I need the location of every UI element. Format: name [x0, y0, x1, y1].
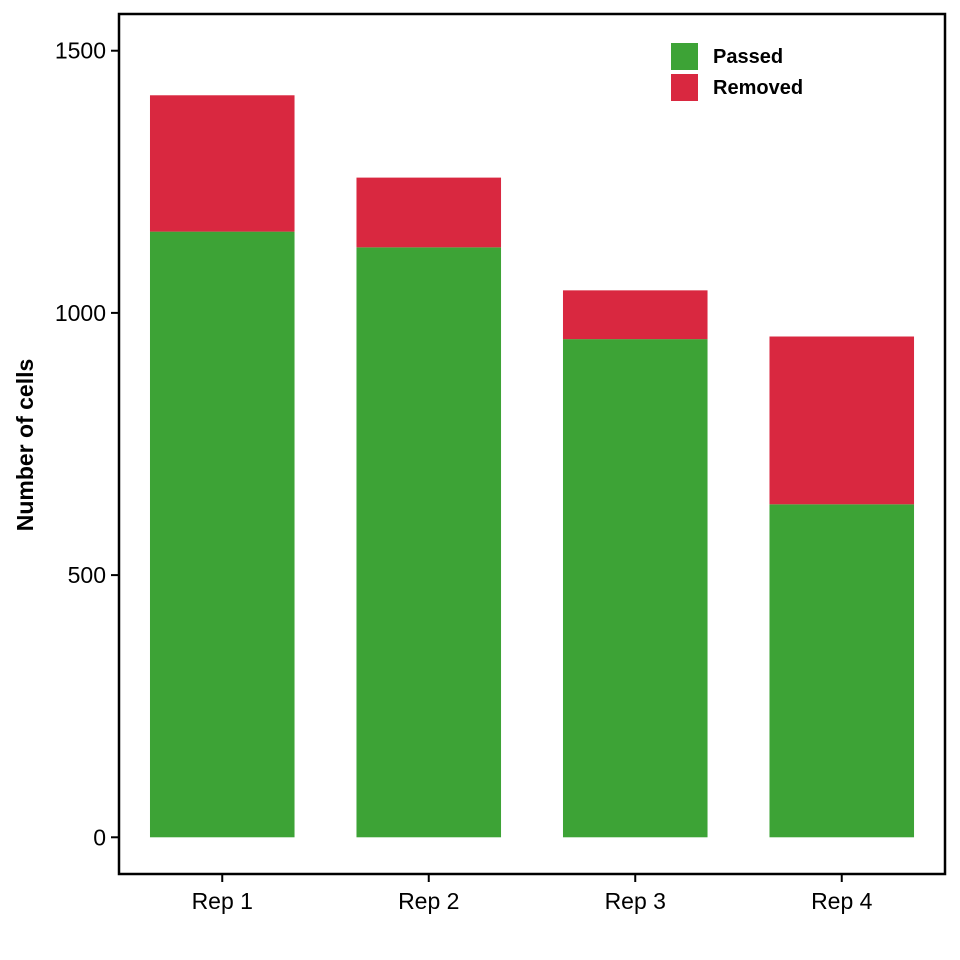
bar-passed-rep-1	[149, 231, 295, 838]
x-tick-label: Rep 2	[398, 888, 459, 914]
plot-frame	[117, 12, 947, 876]
y-tick-label: 1500	[55, 38, 106, 64]
bar-removed-rep-1	[149, 95, 295, 232]
y-axis: 0 500 1000 1500	[55, 38, 119, 850]
legend-swatch-removed	[671, 74, 698, 101]
bar-removed-rep-3	[562, 290, 708, 340]
y-tick-label: 500	[68, 562, 106, 588]
bar-removed-rep-4	[769, 336, 915, 505]
legend-label-passed: Passed	[713, 46, 783, 68]
x-tick-label: Rep 4	[811, 888, 873, 914]
legend: Passed Removed	[671, 43, 803, 101]
legend-swatch-passed	[671, 43, 698, 70]
bar-removed-rep-2	[356, 177, 502, 248]
x-axis: Rep 1 Rep 2 Rep 3 Rep 4	[192, 874, 873, 914]
bar-passed-rep-3	[562, 339, 708, 838]
y-axis-title: Number of cells	[12, 359, 38, 532]
x-tick-label: Rep 1	[192, 888, 253, 914]
y-tick-label: 1000	[55, 300, 106, 326]
x-tick-label: Rep 3	[605, 888, 666, 914]
bars-layer	[149, 95, 915, 838]
y-tick-label: 0	[93, 824, 106, 850]
bar-passed-rep-2	[356, 247, 502, 838]
legend-label-removed: Removed	[713, 77, 803, 99]
bar-passed-rep-4	[769, 504, 915, 838]
